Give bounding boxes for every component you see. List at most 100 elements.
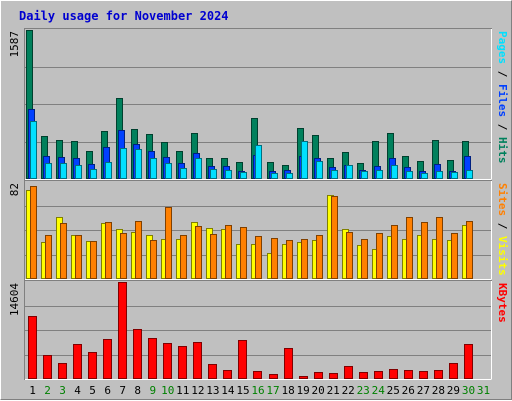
x-tick-label: 24 [372,384,386,397]
bar-sites-day-4 [75,235,82,279]
x-tick-label: 19 [296,384,309,397]
bar-pages-day-20 [316,161,323,179]
y-max-label: 82 [8,183,21,196]
x-tick-label: 25 [387,384,400,397]
x-tick-label: 26 [402,384,415,397]
series-kbytes [28,282,473,379]
bar-kbytes-day-14 [223,370,232,379]
bar-pages-day-4 [75,165,82,179]
bar-sites-day-27 [421,222,428,279]
bar-kbytes-day-13 [208,364,217,379]
bar-sites-day-15 [240,227,247,279]
bar-sites-day-7 [120,233,127,279]
y-max-label: 14604 [8,283,21,316]
x-tick-label: 13 [206,384,219,397]
bar-sites-day-19 [301,239,308,279]
bar-sites-day-28 [436,217,443,279]
bar-kbytes-day-2 [43,355,52,379]
bar-pages-day-30 [466,170,473,179]
bar-kbytes-day-4 [73,344,82,379]
bar-sites-day-6 [105,222,112,279]
x-tick-label: 9 [149,384,156,397]
panel-kbytes: 14604 KBytes [8,280,509,380]
bar-sites-day-24 [376,233,383,279]
bar-pages-day-2 [45,163,52,179]
legend-entry: KBytes [496,283,509,323]
legend-entry: Files [496,84,509,117]
bar-sites-day-8 [135,221,142,279]
bar-kbytes-day-3 [58,363,67,379]
chart-panels: 1587 Pages / Files / Hits 82 Sites / Visits… [8,28,509,380]
bar-pages-day-9 [150,158,157,179]
bar-sites-day-29 [451,233,458,279]
bar-pages-day-10 [165,163,172,179]
legend-hits-files-pages: Pages / Files / Hits [496,31,509,164]
bar-sites-day-1 [30,186,37,279]
bar-sites-day-22 [346,232,353,279]
bar-pages-day-16 [255,145,262,179]
bar-sites-day-13 [210,234,217,279]
bar-pages-day-13 [210,169,217,179]
bar-kbytes-day-29 [449,363,458,379]
legend-entry: / [496,216,509,236]
bar-sites-day-11 [180,235,187,279]
bar-kbytes-day-7 [118,282,127,379]
bar-pages-day-7 [120,148,127,179]
x-tick-label: 7 [119,384,126,397]
x-tick-label: 3 [59,384,66,397]
bar-pages-day-23 [361,171,368,179]
bar-kbytes-day-30 [464,344,473,379]
bar-pages-day-3 [60,163,67,179]
bar-kbytes-day-17 [269,374,278,379]
panel-hits-files-pages: 1587 Pages / Files / Hits [8,28,509,180]
legend-entry: Sites [496,183,509,216]
x-tick-label: 30 [462,384,475,397]
bar-kbytes-day-11 [178,346,187,379]
x-tick-label: 16 [251,384,264,397]
x-tick-label: 29 [447,384,460,397]
legend-entry: Pages [496,31,509,64]
bar-sites-day-14 [225,225,232,279]
x-tick-label: 10 [161,384,174,397]
bar-kbytes-day-27 [419,371,428,379]
bar-pages-day-22 [346,165,353,179]
bar-kbytes-day-16 [253,371,262,379]
bar-sites-day-10 [165,207,172,279]
chart-title: Daily usage for November 2024 [19,9,229,23]
series-sites [30,186,473,279]
x-tick-label: 4 [74,384,81,397]
bar-kbytes-day-24 [374,371,383,379]
x-tick-label: 22 [342,384,355,397]
legend-entry: / [496,64,509,84]
x-tick-label: 8 [134,384,141,397]
bar-sites-day-3 [60,223,67,279]
bar-kbytes-day-21 [329,373,338,379]
bar-pages-day-15 [240,172,247,179]
bar-kbytes-day-15 [238,340,247,379]
bar-kbytes-day-26 [404,370,413,379]
x-tick-label: 27 [417,384,430,397]
bar-pages-day-19 [301,141,308,179]
x-tick-label: 2 [44,384,51,397]
x-tick-label: 14 [221,384,235,397]
x-axis-labels: 1 2 3 4 5 6 7 8 9 10 11 12 13 14 15 16 17 18 19 20 21 22 23 24 2… [29,384,490,397]
bar-kbytes-day-23 [359,372,368,379]
bar-pages-day-6 [105,162,112,179]
bar-sites-day-26 [406,217,413,279]
bar-pages-day-29 [451,172,458,179]
x-tick-label: 5 [89,384,96,397]
x-tick-label: 11 [176,384,189,397]
legend-entry: / [496,117,509,137]
bar-kbytes-day-25 [389,369,398,379]
bar-kbytes-day-18 [284,348,293,379]
legend-entry: Hits [496,137,509,164]
bar-kbytes-day-22 [344,366,353,379]
bar-kbytes-day-6 [103,339,112,379]
bar-kbytes-day-1 [28,316,37,379]
bar-kbytes-day-12 [193,342,202,379]
bar-kbytes-day-10 [163,343,172,379]
bar-kbytes-day-28 [434,370,443,379]
bar-kbytes-day-9 [148,338,157,379]
